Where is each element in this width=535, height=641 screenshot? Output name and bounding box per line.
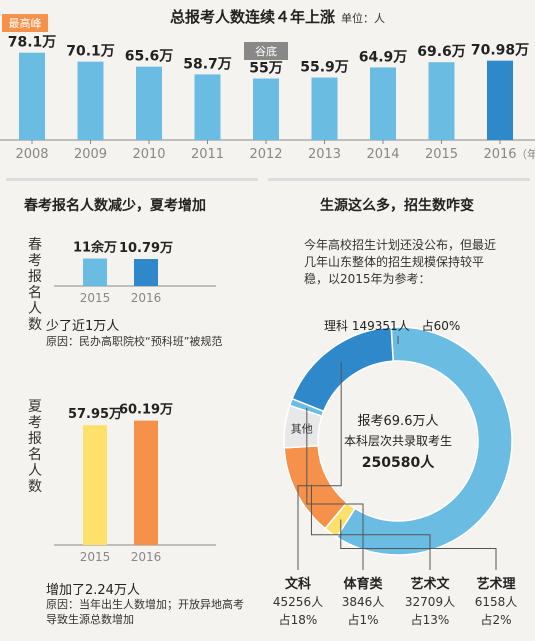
tick-label-2008: 2008: [15, 147, 48, 162]
tick-label-2012: 2012: [249, 147, 282, 162]
bar-label-2014: 64.9万: [359, 49, 408, 65]
spring-bar-2016: [134, 259, 158, 286]
bar-label-2013: 55.9万: [300, 60, 349, 76]
percent-体育类: 占1%: [347, 612, 378, 627]
bar-label-2015: 69.6万: [417, 44, 466, 60]
bar-label-2008: 78.1万: [8, 35, 57, 51]
tick-label-2013: 2013: [308, 147, 341, 162]
enrollment-intro: 今年高校招生计划还没公布，但最近几年山东整体的招生规模保持较平稳，以2015年为…: [304, 238, 497, 286]
page-title: 总报考人数连续４年上涨: [170, 8, 336, 26]
tick-label-2016: 2016: [483, 147, 516, 162]
count-艺术理: 6158人: [475, 595, 518, 609]
bar-2008: [19, 52, 45, 141]
label-other: 其他: [291, 423, 313, 436]
label-艺术文: 艺术文: [410, 576, 450, 592]
bar-label-2011: 58.7万: [183, 56, 232, 72]
spring-summer-panel: 春考报名人数减少，夏考增加 春考报名人数 少了近1万人 原因：民办高职院校“预科…: [6, 178, 258, 641]
bar-2010: [136, 66, 162, 140]
leader-文科: [297, 362, 342, 570]
spring-note2: 原因：民办高职院校“预科班”被规范: [46, 335, 223, 348]
percent-文科: 占18%: [279, 612, 318, 627]
bar-2016: [487, 60, 513, 140]
trough-badge-text: 谷底: [255, 44, 277, 58]
summer-tick-2016: 2016: [131, 550, 162, 564]
tick-label-2011: 2011: [191, 147, 224, 162]
slice-理科: [335, 326, 513, 556]
spring-bar-2015: [83, 258, 107, 286]
center-line3: 250580人: [362, 454, 435, 471]
label-理科: 理科 149351人 占60%: [324, 318, 460, 333]
bar-label-2012: 55万: [249, 61, 282, 77]
bar-label-2016: 70.98万: [471, 43, 529, 59]
slice-文科: [291, 326, 394, 413]
tick-label-2014: 2014: [366, 147, 399, 162]
summer-bar-2016: [134, 420, 158, 545]
summer-note1: 增加了2.24万人: [46, 583, 140, 598]
count-体育类: 3846人: [342, 595, 385, 609]
percent-艺术理: 占2%: [480, 612, 511, 627]
center-line1: 报考69.6万人: [358, 414, 439, 429]
bar-2009: [77, 61, 104, 141]
label-文科: 文科: [285, 576, 311, 592]
percent-艺术文: 占13%: [411, 612, 450, 627]
leader-体育类: [306, 407, 364, 570]
label-艺术理: 艺术理: [476, 576, 515, 592]
peak-badge: [2, 14, 48, 32]
spring-summer-charts: 11余万 2015 10.79万 2016 57.95万 2015 60.19万 2016: [54, 240, 216, 564]
peak-badge-text: 最高峰: [9, 16, 42, 30]
enrollment-title: 生源这么多，招生数咋变: [320, 198, 474, 214]
center-line2: 本科层次共录取考生: [344, 434, 452, 448]
leader-艺术文: [310, 484, 431, 570]
summer-bar-label-2015: 57.95万: [68, 407, 122, 422]
spring-summer-title: 春考报名人数减少，夏考增加: [24, 198, 206, 214]
bar-label-2009: 70.1万: [66, 44, 115, 60]
summer-vertical-label: 夏考报名人数: [28, 399, 42, 495]
tick-label-2010: 2010: [132, 147, 165, 162]
spring-note1: 少了近1万人: [46, 319, 120, 334]
leader-艺术理: [340, 519, 497, 570]
count-文科: 45256人: [273, 595, 323, 609]
total-applicants-chart: 78.1万 2008 70.1万 2009 65.6万 2010 58.7万 2011 55万 2…: [0, 14, 535, 162]
label-体育类: 体育类: [343, 576, 383, 592]
bar-2012: [253, 78, 279, 140]
spring-bar-label-2015: 11余万: [73, 240, 117, 256]
spring-vertical-label: 春考报名人数: [28, 237, 42, 333]
summer-bar-2015: [83, 425, 107, 545]
unit-label: 单位：人: [341, 12, 385, 25]
tick-label-2015: 2015: [425, 147, 458, 162]
spring-bar-label-2016: 10.79万: [119, 241, 173, 256]
bar-2014: [370, 67, 396, 140]
summer-tick-2015: 2015: [80, 550, 111, 564]
spring-tick-2016: 2016: [131, 291, 162, 305]
bar-2013: [311, 77, 338, 140]
count-艺术文: 32709人: [405, 595, 455, 609]
bar-2011: [194, 74, 221, 140]
bar-label-2010: 65.6万: [125, 49, 174, 65]
tick-label-2009: 2009: [74, 147, 107, 162]
summer-note2: 原因：当年出生人数增加；开放异地高考导致生源总数增加: [46, 598, 244, 626]
summer-bar-label-2016: 60.19万: [119, 403, 173, 418]
year-unit: （年: [516, 147, 535, 161]
spring-tick-2015: 2015: [80, 291, 111, 305]
trough-badge: [244, 42, 288, 60]
bar-2015: [428, 62, 455, 141]
